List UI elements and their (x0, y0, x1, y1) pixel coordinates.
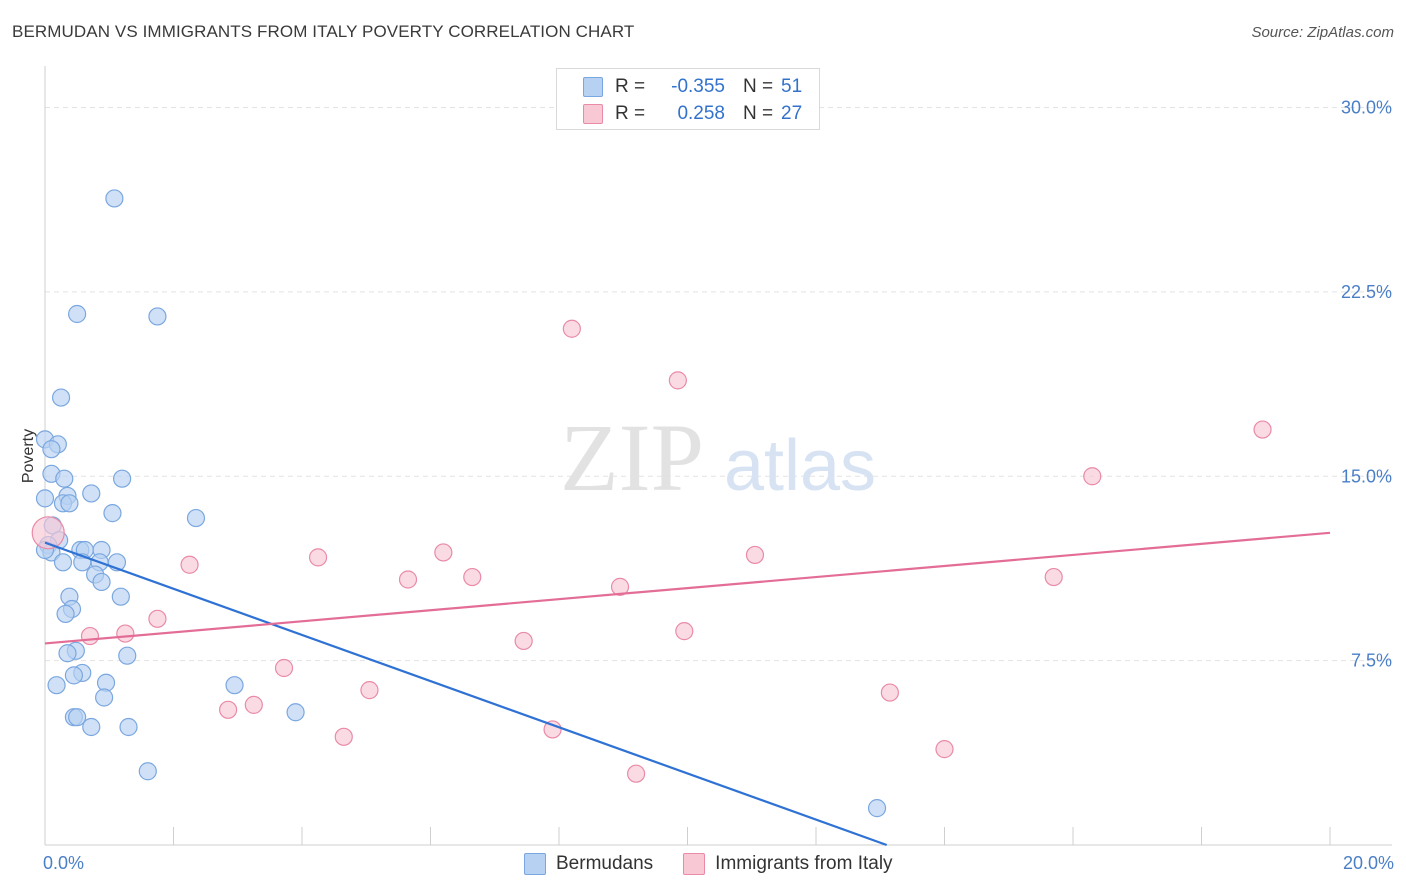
point-italy (1044, 567, 1063, 587)
correlation-legend: R = -0.355 N = 51 R = 0.258 N = 27 (556, 68, 820, 130)
y-axis-label: Poverty (20, 429, 37, 483)
legend-n-value: 27 (781, 103, 803, 124)
point-italy (675, 622, 694, 641)
series-legend: Bermudans Immigrants from Italy (524, 852, 923, 876)
point-bermudans (225, 676, 244, 695)
legend-row-bermudans: R = -0.355 N = 51 (583, 76, 802, 98)
legend-r-value: 0.258 (677, 103, 725, 124)
point-italy (1253, 420, 1272, 439)
point-bermudans (92, 572, 111, 592)
point-italy (745, 545, 765, 565)
watermark-zip: ZIP (560, 404, 704, 511)
point-italy (219, 700, 238, 719)
point-bermudans (186, 508, 206, 528)
point-italy (626, 764, 646, 783)
trend-line-italy (44, 531, 1331, 645)
point-bermudans (53, 553, 73, 572)
point-bermudans (55, 469, 74, 488)
watermark: ZIP atlas (560, 404, 876, 511)
chart-title: BERMUDAN VS IMMIGRANTS FROM ITALY POVERT… (12, 22, 635, 41)
point-italy (244, 695, 263, 714)
legend-swatch-pink (683, 853, 706, 875)
point-bermudans (47, 676, 66, 695)
legend-label-italy: Immigrants from Italy (715, 853, 893, 874)
point-italy (274, 658, 294, 678)
axes (44, 66, 1392, 846)
point-italy (1083, 467, 1102, 486)
point-italy (610, 577, 630, 596)
point-italy (360, 681, 379, 700)
point-italy (398, 570, 418, 589)
legend-label-bermudans: Bermudans (556, 853, 654, 874)
legend-swatch-pink (583, 104, 603, 124)
point-bermudans (286, 703, 305, 722)
point-bermudans (35, 489, 55, 508)
point-italy (80, 626, 100, 646)
point-bermudans (64, 666, 84, 685)
point-bermudans (111, 587, 130, 606)
point-bermudans (867, 799, 887, 818)
point-italy (434, 543, 453, 562)
tick-labels: 7.5% 15.0% 22.5% 30.0% 0.0% 20.0% (43, 98, 1394, 874)
y-tick-label: 7.5% (1351, 651, 1392, 671)
point-italy (514, 631, 533, 651)
point-bermudans (148, 307, 167, 326)
y-tick-label: 30.0% (1341, 98, 1392, 118)
legend-n-label: N = (743, 76, 774, 97)
point-bermudans (82, 717, 101, 737)
point-bermudans (42, 440, 61, 459)
data-points (31, 189, 1272, 818)
point-bermudans (58, 644, 77, 663)
legend-item-bermudans: Bermudans (524, 853, 653, 875)
legend-r-label: R = (615, 76, 646, 97)
point-italy (935, 740, 954, 759)
point-italy (308, 548, 328, 567)
point-italy (562, 319, 581, 338)
y-tick-label: 15.0% (1341, 466, 1392, 486)
point-italy (668, 371, 687, 390)
legend-n-value: 51 (781, 76, 803, 97)
legend-r-value: -0.355 (671, 76, 725, 97)
point-bermudans (138, 762, 157, 781)
point-bermudans (68, 708, 87, 727)
point-italy (543, 720, 562, 739)
point-bermudans (119, 717, 138, 737)
point-italy (31, 516, 65, 550)
watermark-atlas: atlas (724, 426, 876, 506)
point-italy (116, 624, 135, 643)
point-bermudans (118, 646, 137, 665)
point-bermudans (95, 688, 114, 707)
trend-line-bermudans (44, 541, 888, 847)
point-bermudans (60, 494, 79, 513)
point-italy (180, 555, 199, 574)
point-bermudans (51, 388, 71, 407)
source-credit: Source: ZipAtlas.com (1251, 24, 1394, 41)
legend-row-italy: R = 0.258 N = 27 (583, 103, 802, 125)
x-tick-label: 0.0% (43, 853, 84, 873)
trend-lines (44, 531, 1331, 847)
legend-item-italy: Immigrants from Italy (683, 853, 893, 875)
point-bermudans (68, 304, 87, 324)
grid-lines (45, 107, 1392, 662)
legend-swatch-blue (524, 853, 546, 875)
point-italy (148, 609, 167, 628)
point-italy (334, 727, 353, 746)
legend-r-label: R = (615, 103, 646, 124)
point-bermudans (105, 189, 124, 208)
y-tick-label: 22.5% (1341, 282, 1392, 302)
x-tick-label: 20.0% (1343, 853, 1394, 873)
point-bermudans (82, 484, 101, 503)
point-italy (463, 567, 482, 587)
point-italy (880, 683, 899, 702)
point-bermudans (103, 504, 122, 523)
legend-n-label: N = (743, 103, 774, 124)
point-bermudans (112, 469, 132, 488)
legend-swatch-blue (583, 77, 603, 97)
point-bermudans (56, 604, 75, 624)
